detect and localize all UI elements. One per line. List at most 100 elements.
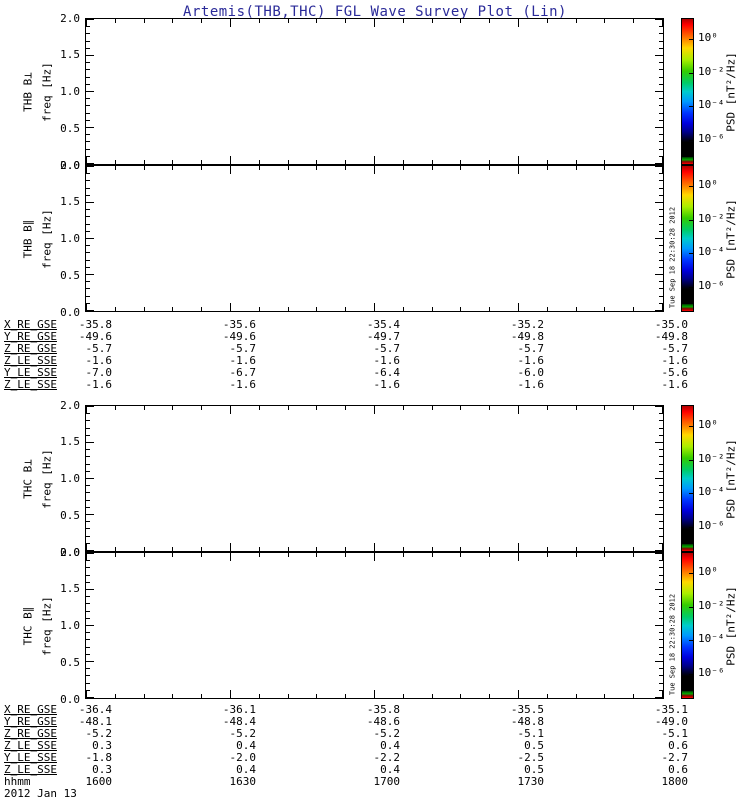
x-axis-tick bbox=[662, 303, 663, 311]
ephemeris-row-label: Y_LE_SSE bbox=[4, 751, 57, 764]
y-axis-tick bbox=[659, 611, 663, 612]
colorbar-tick bbox=[689, 287, 693, 288]
psd-axis-label: PSD [nT²/Hz] bbox=[724, 439, 738, 519]
x-axis-tick bbox=[316, 19, 317, 23]
y-tick-label: 2.0 bbox=[60, 546, 80, 559]
x-axis-tick bbox=[115, 694, 116, 698]
y-axis-tick bbox=[86, 639, 90, 640]
y-axis-tick bbox=[86, 77, 90, 78]
y-axis-tick bbox=[659, 521, 663, 522]
x-axis-tick bbox=[432, 307, 433, 311]
y-axis-tick bbox=[655, 163, 663, 164]
colorbar-tick bbox=[689, 527, 693, 528]
psd-colorbar bbox=[681, 405, 694, 552]
x-axis-tick bbox=[576, 307, 577, 311]
ephemeris-value: -2.2 bbox=[373, 751, 401, 764]
ephemeris-value: -6.4 bbox=[373, 366, 401, 379]
ephemeris-value: 0.5 bbox=[524, 739, 544, 752]
y-axis-tick bbox=[86, 611, 90, 612]
y-tick-label: 0.0 bbox=[60, 306, 80, 319]
y-axis-tick bbox=[659, 69, 663, 70]
ephemeris-value: -7.0 bbox=[85, 366, 113, 379]
y-axis-tick bbox=[659, 188, 663, 189]
x-axis-tick bbox=[662, 19, 663, 27]
x-axis-tick bbox=[230, 690, 231, 698]
y-axis-tick bbox=[659, 618, 663, 619]
ephemeris-row-label: Z_LE_SSE bbox=[4, 739, 57, 752]
ephemeris-row: Y_LE_SSE -7.0 -6.7 -6.4 -6.0 -5.6 bbox=[0, 366, 750, 379]
y-axis-tick bbox=[86, 528, 90, 529]
ephemeris-row: Y_RE_GSE -49.6 -49.6 -49.7 -49.8 -49.8 bbox=[0, 330, 750, 343]
x-axis-tick bbox=[547, 406, 548, 410]
x-axis-tick bbox=[576, 553, 577, 557]
y-axis-tick bbox=[86, 166, 94, 167]
y-axis-tick bbox=[86, 500, 90, 501]
ephemeris-value: -48.4 bbox=[222, 715, 256, 728]
x-axis-tick bbox=[633, 160, 634, 164]
y-axis-tick bbox=[659, 683, 663, 684]
y-axis-tick bbox=[86, 575, 90, 576]
y-tick-label: 1.5 bbox=[60, 48, 80, 61]
y-axis-tick bbox=[659, 134, 663, 135]
x-axis-tick bbox=[86, 303, 87, 311]
x-axis-tick bbox=[633, 19, 634, 23]
y-axis-tick bbox=[86, 202, 94, 203]
x-axis-tick bbox=[662, 543, 663, 551]
ephemeris-value: -1.6 bbox=[373, 378, 401, 391]
y-axis-tick bbox=[659, 668, 663, 669]
colorbar-tick bbox=[689, 106, 693, 107]
x-axis-tick bbox=[374, 303, 375, 311]
y-axis-tick bbox=[659, 33, 663, 34]
y-axis-tick bbox=[86, 127, 94, 128]
x-axis-tick bbox=[172, 553, 173, 557]
x-axis-tick bbox=[547, 547, 548, 551]
colorbar-tick-label: 10⁻⁴ bbox=[698, 245, 725, 258]
panel-label: THC B∥ bbox=[21, 606, 35, 646]
x-axis-tick bbox=[489, 553, 490, 557]
x-axis-tick bbox=[144, 19, 145, 23]
y-axis-tick bbox=[86, 536, 90, 537]
x-axis-tick bbox=[460, 166, 461, 170]
ephemeris-row: Z_RE_GSE -5.7 -5.7 -5.7 -5.7 -5.7 bbox=[0, 342, 750, 355]
ephemeris-value: 0.3 bbox=[92, 763, 112, 776]
x-axis-tick bbox=[518, 553, 519, 561]
ephemeris-row: Z_LE_SSE 0.3 0.4 0.4 0.5 0.6 bbox=[0, 739, 750, 752]
colorbar-tick bbox=[689, 460, 693, 461]
x-axis-tick bbox=[144, 307, 145, 311]
y-axis-tick bbox=[655, 553, 663, 554]
y-axis-tick bbox=[86, 632, 90, 633]
x-axis-tick bbox=[489, 307, 490, 311]
y-axis-tick bbox=[86, 428, 90, 429]
colorbar-tick bbox=[689, 426, 693, 427]
x-axis-tick bbox=[547, 307, 548, 311]
ephemeris-value: -1.6 bbox=[517, 354, 545, 367]
y-axis-tick bbox=[659, 492, 663, 493]
x-axis-tick bbox=[288, 160, 289, 164]
ephemeris-value: -1.6 bbox=[229, 354, 257, 367]
colorbar-tick bbox=[689, 640, 693, 641]
x-axis-tick bbox=[86, 19, 87, 27]
ephemeris-row-label: Y_RE_GSE bbox=[4, 330, 57, 343]
time-axis-row-content: hhmm 1600 1630 1700 1730 1800 bbox=[0, 775, 750, 788]
y-tick-label: 1.0 bbox=[60, 619, 80, 632]
y-axis-tick bbox=[659, 26, 663, 27]
ephemeris-value: -5.7 bbox=[517, 342, 545, 355]
ephemeris-value: -5.6 bbox=[661, 366, 689, 379]
y-axis-tick bbox=[659, 456, 663, 457]
x-axis-tick bbox=[288, 19, 289, 23]
ephemeris-value: -2.5 bbox=[517, 751, 545, 764]
x-axis-tick bbox=[460, 160, 461, 164]
y-axis-tick bbox=[659, 180, 663, 181]
y-axis-tick bbox=[659, 245, 663, 246]
ephemeris-row-label: Z_RE_GSE bbox=[4, 342, 57, 355]
y-axis-tick bbox=[86, 553, 94, 554]
plot-area bbox=[85, 18, 664, 165]
psd-colorbar bbox=[681, 18, 694, 165]
x-axis-tick bbox=[518, 19, 519, 27]
x-axis-tick bbox=[144, 547, 145, 551]
y-axis-tick bbox=[659, 41, 663, 42]
y-axis-tick bbox=[86, 163, 94, 164]
x-axis-tick bbox=[345, 166, 346, 170]
y-axis-tick bbox=[86, 98, 90, 99]
x-axis-tick bbox=[144, 553, 145, 557]
